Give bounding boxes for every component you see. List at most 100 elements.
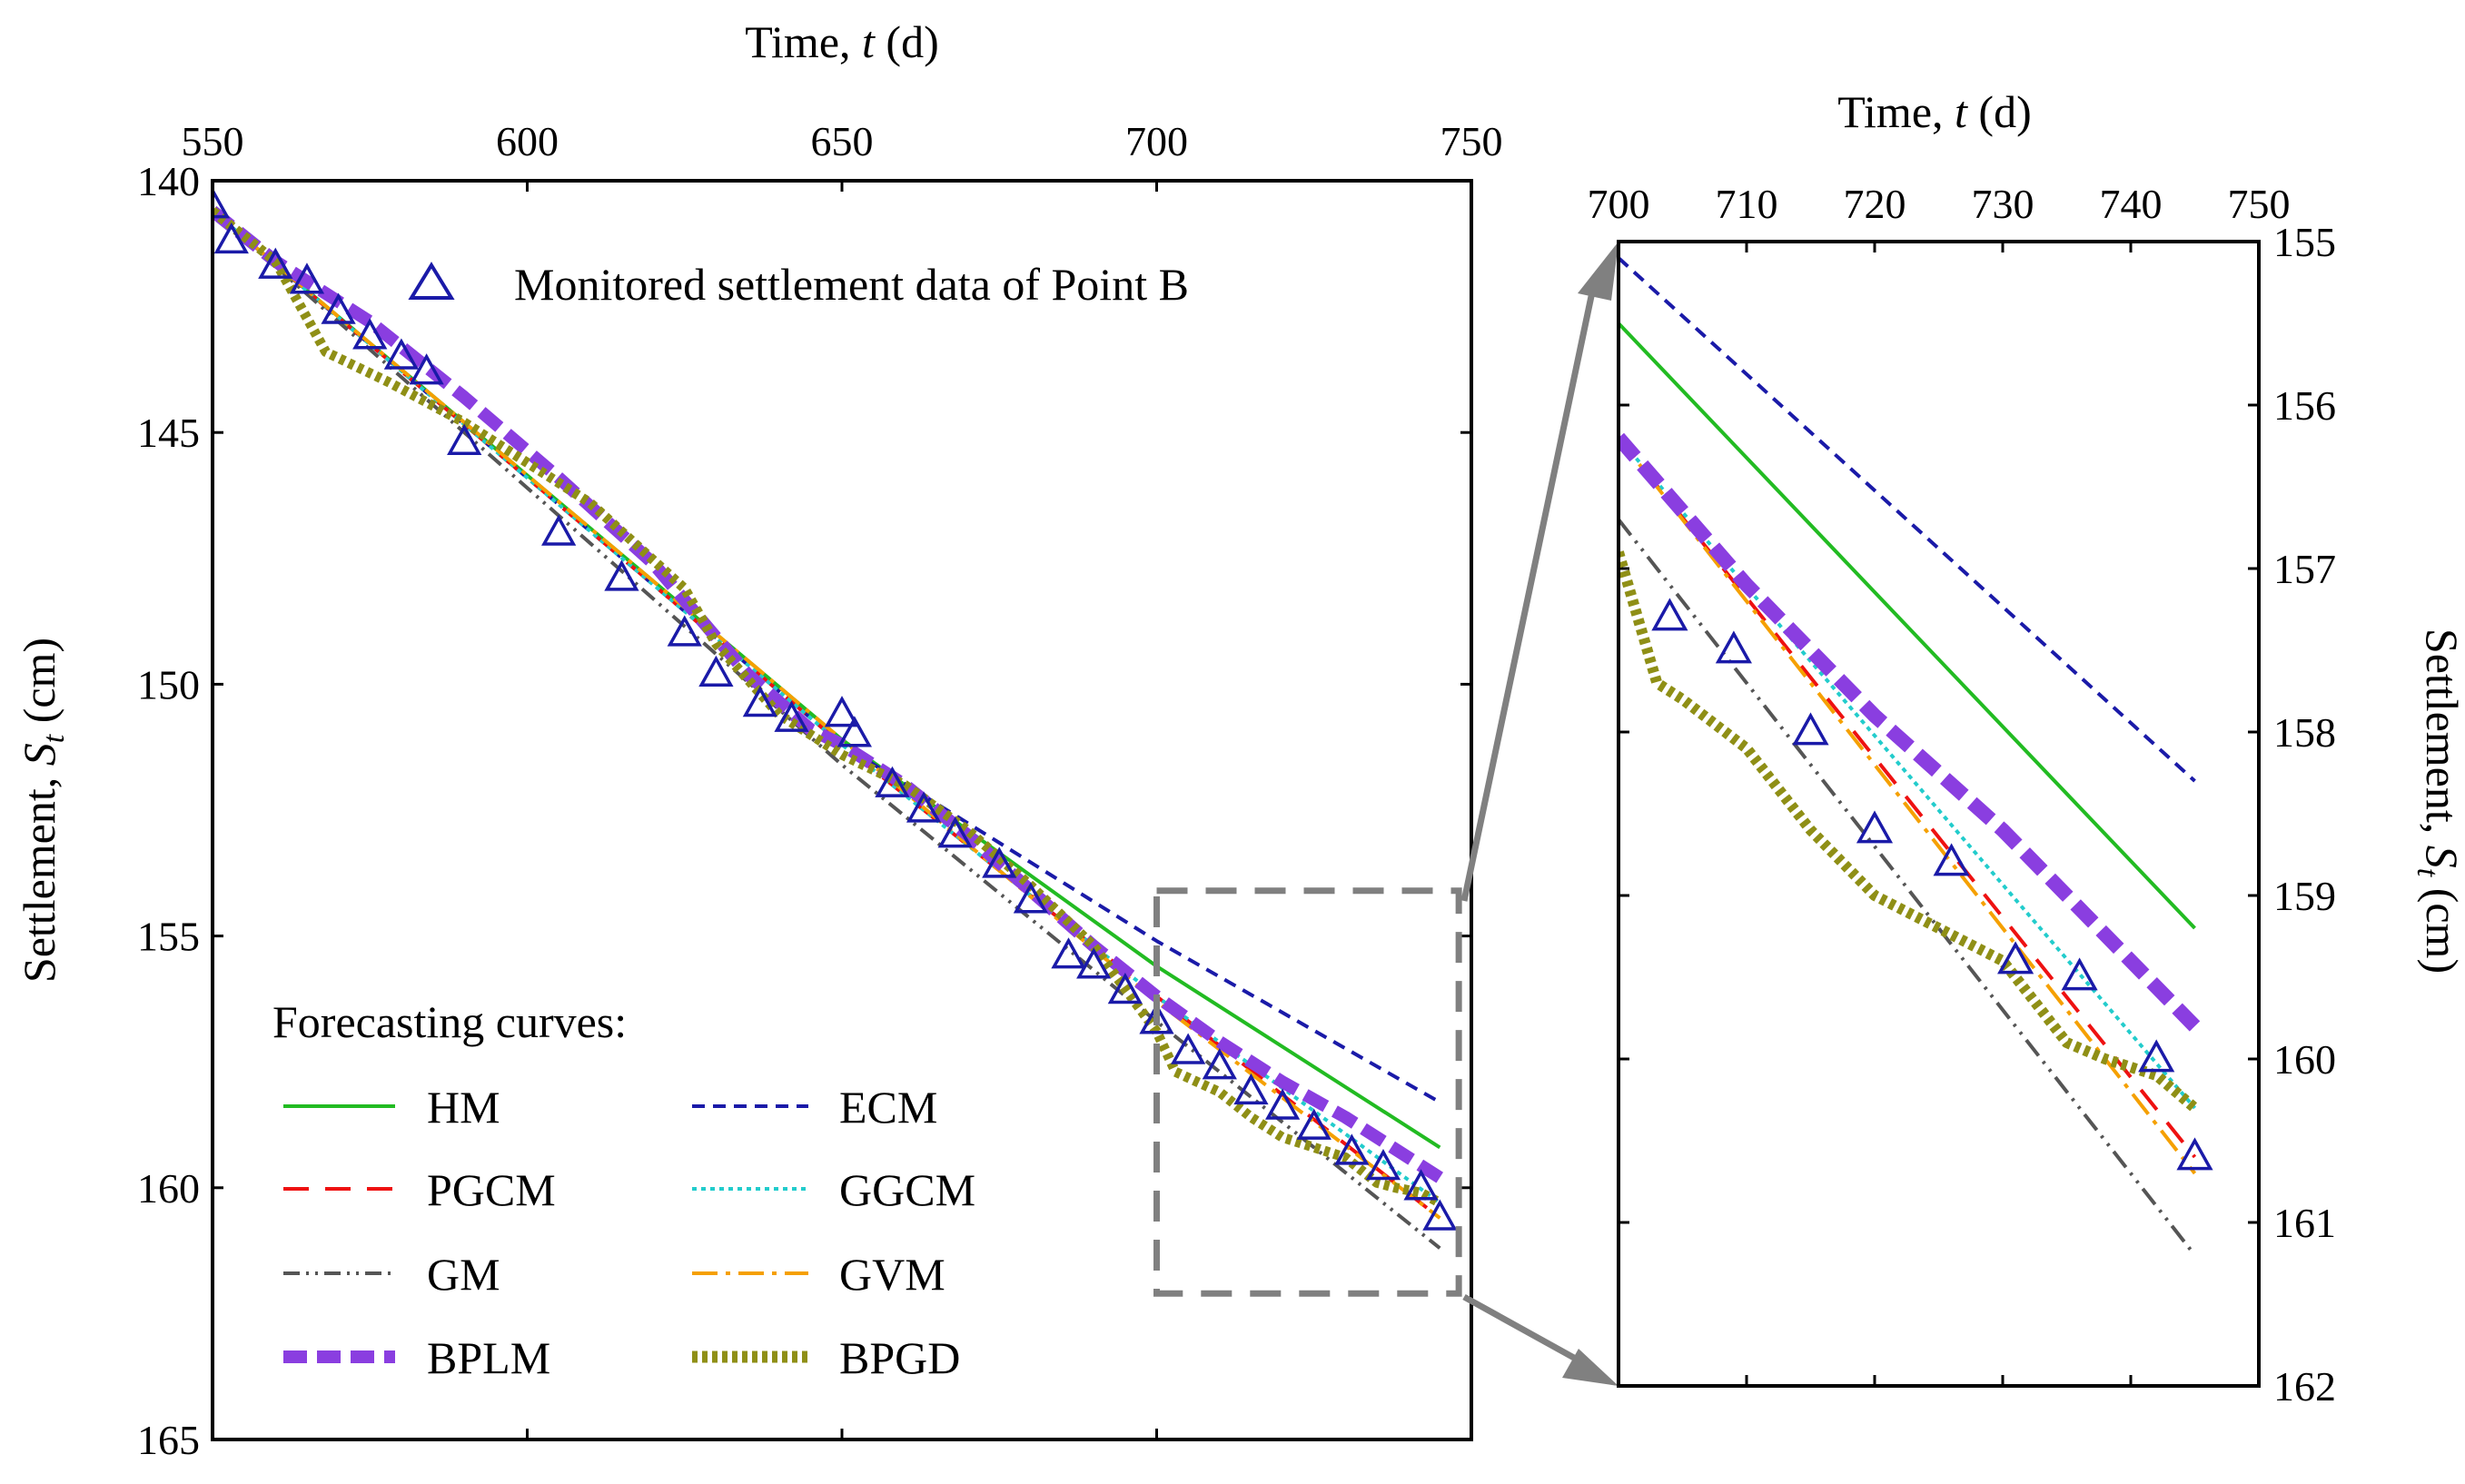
main-monitored-point bbox=[289, 262, 325, 294]
legend-label-gvm: GVM bbox=[839, 1249, 945, 1300]
main-monitored-point bbox=[837, 716, 872, 747]
legend-monitored-marker bbox=[408, 262, 455, 300]
inset-chart: 700 710 720 730 740 750 155 156 157 158 159 160 161… bbox=[1588, 86, 2465, 1410]
main-monitored-point bbox=[1139, 1003, 1174, 1034]
inset-monitored-point bbox=[2138, 1039, 2175, 1073]
inset-series-ecm bbox=[1619, 256, 2196, 783]
inset-plot-frame bbox=[1617, 240, 2261, 1388]
legend-label-pgcm: PGCM bbox=[427, 1164, 556, 1215]
legend-label-ecm: ECM bbox=[839, 1082, 937, 1133]
main-monitored-point bbox=[742, 685, 778, 717]
inset-x-tick-label: 710 bbox=[1716, 181, 1778, 227]
inset-x-ticks: 700 710 720 730 740 750 bbox=[1588, 181, 2291, 1386]
inset-y-tick-label: 162 bbox=[2273, 1363, 2336, 1410]
connector-arrowhead-top bbox=[1578, 242, 1619, 301]
main-monitored-point bbox=[1264, 1088, 1301, 1120]
main-monitored-point bbox=[937, 816, 973, 848]
inset-y-tick-label: 161 bbox=[2273, 1200, 2336, 1246]
main-monitored-point bbox=[1051, 937, 1086, 969]
legend-label-bplm: BPLM bbox=[427, 1332, 550, 1383]
inset-y-tick-label: 155 bbox=[2273, 219, 2336, 265]
inset-series-hm bbox=[1619, 322, 2196, 930]
main-y-ticks: 140 145 150 155 160 165 bbox=[137, 158, 1471, 1463]
main-monitored-point bbox=[1013, 882, 1049, 914]
connector-arrow-bottom bbox=[1462, 1293, 1584, 1366]
inset-x-tick-label: 730 bbox=[1972, 181, 2034, 227]
legend-item-bpgd: BPGD bbox=[692, 1332, 960, 1383]
inset-series-pgcm bbox=[1619, 436, 2197, 1159]
main-y-tick-label: 160 bbox=[137, 1165, 200, 1212]
legend-label-gm: GM bbox=[427, 1249, 500, 1300]
legend-label-ggcm: GGCM bbox=[839, 1164, 975, 1215]
legend-item-gm: GM bbox=[283, 1249, 500, 1300]
main-monitored-point bbox=[258, 247, 293, 279]
inset-series-gm bbox=[1619, 518, 2197, 1257]
legend-monitored-label: Monitored settlement data of Point B bbox=[514, 259, 1189, 310]
inset-monitored-point bbox=[2061, 957, 2098, 991]
inset-x-axis-label: Time, t (d) bbox=[1837, 86, 2031, 137]
legend-item-ecm: ECM bbox=[692, 1082, 937, 1133]
main-y-axis-label: Settlement, St (cm) bbox=[14, 638, 71, 983]
main-x-tick-label: 550 bbox=[182, 118, 244, 164]
main-x-tick-label: 600 bbox=[496, 118, 559, 164]
main-monitored-point bbox=[604, 559, 639, 591]
inset-monitored-point bbox=[1792, 712, 1829, 746]
inset-x-tick-label: 720 bbox=[1844, 181, 1906, 227]
main-y-tick-label: 145 bbox=[137, 410, 200, 456]
inset-y-tick-label: 159 bbox=[2273, 873, 2336, 919]
inset-series-bplm bbox=[1619, 432, 2201, 1032]
inset-y-tick-label: 158 bbox=[2273, 709, 2336, 756]
main-monitored-point bbox=[774, 700, 809, 732]
legend-item-bplm: BPLM bbox=[283, 1332, 550, 1383]
main-series-ecm bbox=[213, 209, 1441, 1104]
main-monitored-point bbox=[1076, 947, 1112, 979]
connector-arrow-top bbox=[1460, 282, 1598, 902]
main-monitored-point bbox=[1422, 1199, 1458, 1231]
inset-y-ticks: 155 156 157 158 159 160 161 162 bbox=[1619, 219, 2336, 1410]
inset-monitored-point bbox=[2176, 1137, 2213, 1171]
main-monitored-point bbox=[906, 791, 942, 823]
main-monitored-point bbox=[1365, 1149, 1401, 1181]
legend-item-ggcm: GGCM bbox=[692, 1164, 975, 1215]
main-monitored-point bbox=[1233, 1073, 1269, 1105]
main-monitored-point bbox=[409, 353, 444, 385]
main-plot-area bbox=[213, 187, 1458, 1250]
main-x-ticks: 550 600 650 700 750 bbox=[182, 118, 1503, 1439]
main-x-axis-label: Time, t (d) bbox=[745, 16, 938, 67]
main-y-tick-label: 155 bbox=[137, 914, 200, 960]
legend-forecasting: Forecasting curves: HM PGCM GM BPLM ECM bbox=[272, 996, 975, 1383]
main-x-tick-label: 650 bbox=[811, 118, 874, 164]
inset-x-tick-label: 750 bbox=[2228, 181, 2291, 227]
main-monitored-point bbox=[1296, 1108, 1331, 1140]
main-monitored-point bbox=[982, 846, 1017, 878]
main-series-ggcm bbox=[213, 209, 1441, 1205]
main-monitored-point bbox=[213, 187, 231, 219]
main-monitored-point bbox=[541, 514, 577, 546]
main-x-tick-label: 750 bbox=[1440, 118, 1503, 164]
legend-monitored: Monitored settlement data of Point B bbox=[408, 259, 1189, 310]
main-monitored-point bbox=[321, 292, 356, 324]
connector-arrowhead-bottom bbox=[1562, 1349, 1619, 1386]
main-monitored-point bbox=[447, 423, 482, 455]
legend-label-hm: HM bbox=[427, 1082, 500, 1133]
inset-y-tick-label: 157 bbox=[2273, 546, 2336, 592]
main-monitored-point bbox=[1334, 1133, 1370, 1165]
inset-x-tick-label: 740 bbox=[2100, 181, 2163, 227]
main-chart: 550 600 650 700 750 140 145 150 155 160 165 Time,… bbox=[14, 16, 1503, 1463]
main-monitored-point bbox=[1107, 972, 1143, 1004]
main-plot-frame bbox=[211, 179, 1473, 1441]
inset-monitored-point bbox=[1651, 598, 1688, 631]
inset-series-gvm bbox=[1619, 436, 2197, 1175]
inset-monitored-point bbox=[1997, 941, 2034, 974]
inset-series-bpgd bbox=[1619, 550, 2199, 1113]
legend-item-hm: HM bbox=[283, 1082, 500, 1133]
inset-monitored-point bbox=[1715, 630, 1752, 664]
main-monitored-point bbox=[1171, 1033, 1206, 1064]
legend-item-pgcm: PGCM bbox=[283, 1164, 556, 1215]
main-y-tick-label: 165 bbox=[137, 1417, 200, 1463]
main-y-tick-label: 140 bbox=[137, 158, 200, 204]
legend-title: Forecasting curves: bbox=[272, 996, 627, 1047]
main-series-gm bbox=[213, 209, 1441, 1250]
inset-x-tick-label: 700 bbox=[1588, 181, 1650, 227]
